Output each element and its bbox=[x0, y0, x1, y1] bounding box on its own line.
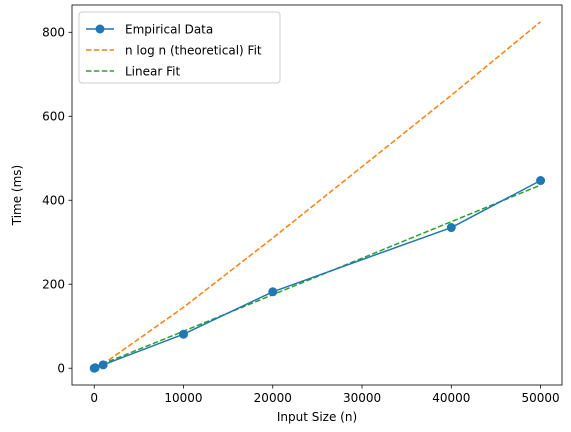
legend-marker bbox=[95, 24, 105, 34]
y-tick-label: 800 bbox=[42, 25, 65, 39]
y-tick-label: 400 bbox=[42, 193, 65, 207]
data-point bbox=[268, 287, 278, 297]
x-tick-label: 30000 bbox=[343, 391, 381, 405]
x-tick-label: 0 bbox=[90, 391, 98, 405]
y-tick-label: 600 bbox=[42, 109, 65, 123]
legend-box bbox=[78, 11, 281, 84]
x-tick-label: 20000 bbox=[254, 391, 292, 405]
axis-ticks: 0 10000 20000 30000 40000 50000 0 200 400 600 800 bbox=[42, 25, 560, 405]
legend-label: n log n (theoretical) Fit bbox=[125, 44, 262, 58]
data-point bbox=[536, 176, 546, 186]
data-point bbox=[90, 363, 100, 373]
data-point bbox=[178, 329, 188, 339]
y-tick-label: 0 bbox=[57, 361, 65, 375]
legend-label: Linear Fit bbox=[125, 65, 180, 79]
x-tick-label: 50000 bbox=[521, 391, 559, 405]
data-point bbox=[98, 360, 108, 370]
legend: Empirical Data n log n (theoretical) Fit L… bbox=[78, 11, 281, 84]
plot-area bbox=[71, 4, 563, 386]
data-point bbox=[446, 223, 456, 233]
x-axis-label: Input Size (n) bbox=[277, 410, 357, 424]
series-layer bbox=[89, 21, 546, 373]
x-tick-label: 10000 bbox=[164, 391, 202, 405]
y-axis-label: Time (ms) bbox=[10, 165, 24, 227]
x-tick-label: 40000 bbox=[432, 391, 470, 405]
legend-label: Empirical Data bbox=[125, 23, 213, 37]
y-tick-label: 200 bbox=[42, 277, 65, 291]
